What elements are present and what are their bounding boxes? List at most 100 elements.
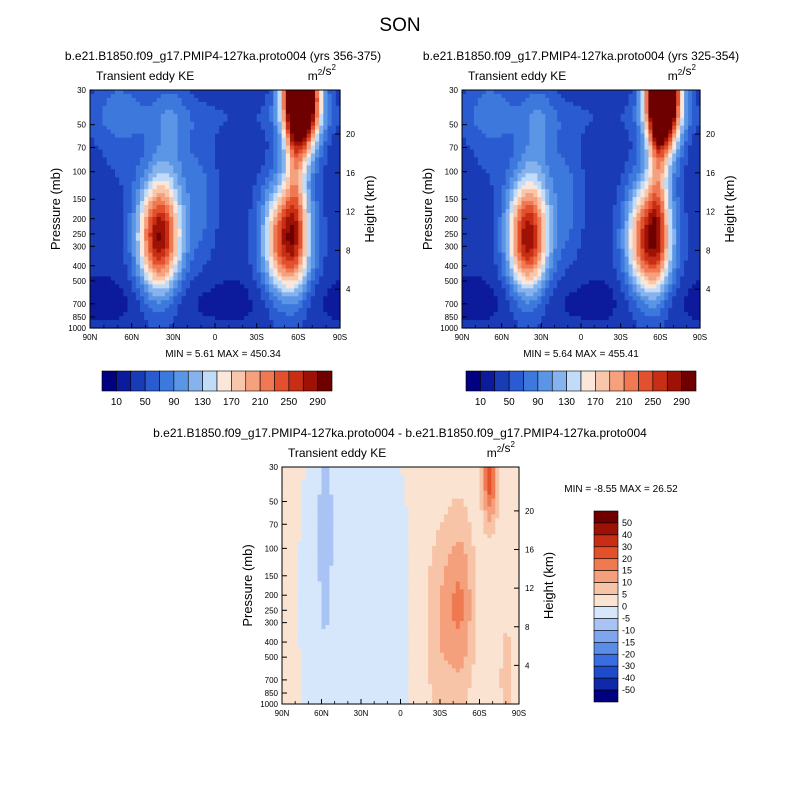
contour-cell <box>106 125 112 131</box>
contour-cell <box>302 121 308 127</box>
contour-cell <box>156 300 162 305</box>
contour-cell <box>235 105 241 111</box>
contour-cell <box>98 197 104 202</box>
contour-cell <box>140 133 145 139</box>
contour-cell <box>152 232 158 238</box>
contour-cell <box>177 276 183 281</box>
contour-cell <box>465 169 471 174</box>
contour-cell <box>181 304 187 309</box>
contour-cell <box>156 113 162 119</box>
contour-cell <box>537 308 542 313</box>
contour-cell <box>269 248 274 254</box>
contour-cell <box>260 105 266 111</box>
contour-cell <box>277 272 283 278</box>
contour-cell <box>485 304 491 309</box>
contour-cell <box>206 268 212 274</box>
contour-cell <box>185 236 191 242</box>
contour-cell <box>115 280 120 285</box>
contour-cell <box>310 129 316 135</box>
contour-cell <box>248 181 254 186</box>
contour-cell <box>277 189 283 194</box>
contour-cell <box>294 137 299 143</box>
contour-cell <box>210 177 216 182</box>
contour-cell <box>323 316 329 321</box>
contour-cell <box>219 312 224 317</box>
contour-cell <box>465 224 471 230</box>
contour-cell <box>541 260 546 266</box>
contour-cell <box>302 137 308 143</box>
contour-cell <box>119 324 124 329</box>
contour-cell <box>513 161 519 166</box>
contour-cell <box>465 312 471 317</box>
contour-cell <box>156 129 162 135</box>
contour-cell <box>94 109 99 115</box>
contour-cell <box>169 224 174 230</box>
contour-cell <box>521 205 527 210</box>
contour-cell <box>517 224 523 230</box>
contour-cell <box>462 205 467 210</box>
contour-cell <box>513 153 519 159</box>
contour-cell <box>302 169 308 174</box>
contour-cell <box>462 256 467 262</box>
contour-cell <box>501 125 507 131</box>
contour-cell <box>227 161 233 166</box>
contour-cell <box>156 308 162 313</box>
contour-cell <box>106 101 112 107</box>
contour-cell <box>306 288 312 293</box>
contour-cell <box>319 109 324 115</box>
contour-cell <box>148 232 154 238</box>
contour-cell <box>310 256 316 262</box>
contour-cell <box>148 193 154 198</box>
contour-cell <box>252 201 258 206</box>
contour-cell <box>156 288 162 293</box>
contour-cell <box>152 216 158 222</box>
contour-cell <box>160 153 166 159</box>
contour-cell <box>273 224 279 230</box>
contour-cell <box>315 105 320 111</box>
contour-cell <box>102 232 108 238</box>
contour-cell <box>210 109 216 115</box>
contour-cell <box>497 97 503 103</box>
contour-cell <box>235 165 241 170</box>
contour-cell <box>231 121 237 127</box>
contour-cell <box>173 125 179 131</box>
contour-cell <box>156 201 162 206</box>
contour-cell <box>298 240 304 246</box>
contour-cell <box>215 90 220 95</box>
contour-cell <box>123 320 129 325</box>
contour-cell <box>115 193 120 198</box>
contour-cell <box>533 121 538 127</box>
contour-cell <box>223 320 229 325</box>
contour-cell <box>160 90 166 95</box>
contour-cell <box>537 205 542 210</box>
contour-cell <box>260 133 266 139</box>
contour-cell <box>98 248 104 254</box>
contour-cell <box>165 181 170 186</box>
contour-cell <box>160 268 166 274</box>
contour-cell <box>202 145 208 151</box>
contour-cell <box>521 256 527 262</box>
contour-cell <box>135 248 141 254</box>
contour-cell <box>277 161 283 166</box>
contour-cell <box>127 296 133 301</box>
contour-cell <box>177 288 183 293</box>
contour-cell <box>185 312 191 317</box>
y-tick-label: 70 <box>77 144 86 153</box>
contour-cell <box>302 90 308 95</box>
contour-cell <box>198 308 204 313</box>
contour-cell <box>215 137 220 143</box>
contour-cell <box>489 145 495 151</box>
contour-cell <box>537 320 542 325</box>
contour-cell <box>290 280 295 285</box>
contour-cell <box>190 90 195 95</box>
contour-cell <box>319 308 324 313</box>
contour-cell <box>148 316 154 321</box>
contour-cell <box>177 220 183 226</box>
contour-cell <box>173 121 179 127</box>
contour-cell <box>177 133 183 139</box>
contour-cell <box>509 316 515 321</box>
contour-cell <box>185 145 191 151</box>
contour-cell <box>144 236 149 242</box>
contour-cell <box>135 90 141 95</box>
contour-cell <box>517 236 523 242</box>
